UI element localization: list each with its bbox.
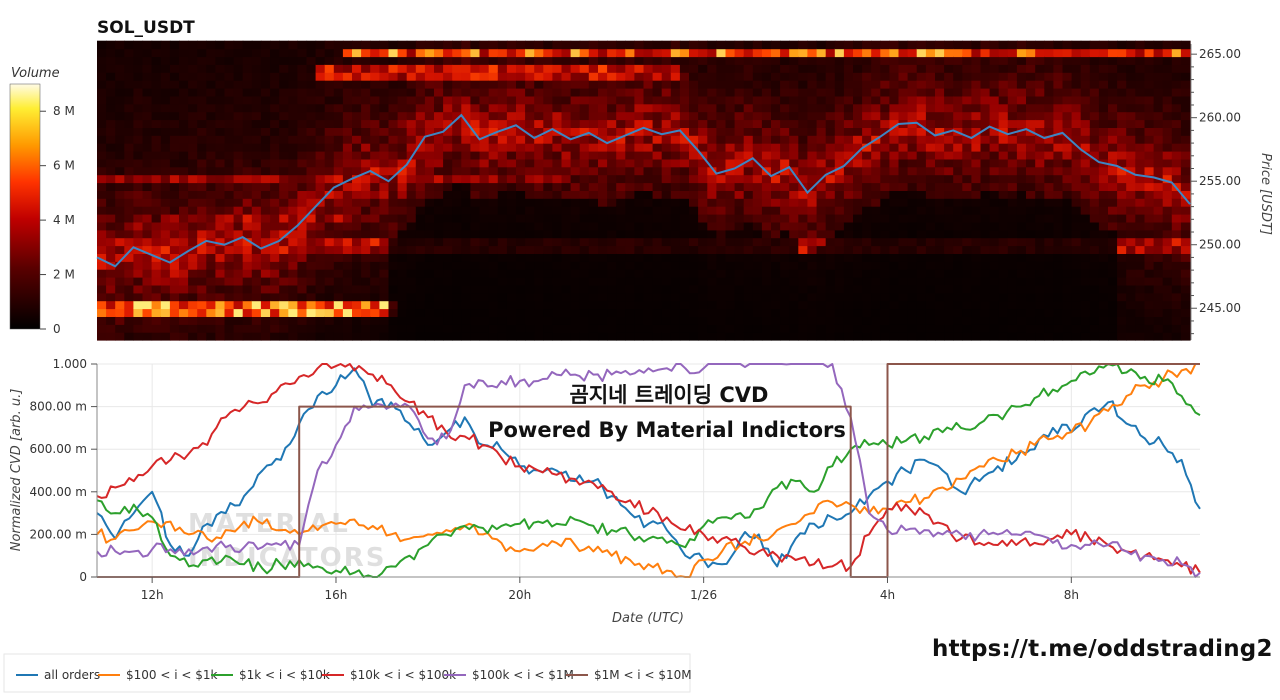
legend-label: $100 < i < $1k xyxy=(126,668,218,682)
cvd-y-tick-label: 400.00 m xyxy=(30,485,88,499)
cvd-y-tick-label: 0 xyxy=(79,570,87,584)
price-tick-label: 245.00 xyxy=(1199,301,1241,315)
cvd-line-all_orders xyxy=(96,367,1201,569)
cvd-x-tick-label: 20h xyxy=(508,588,531,602)
chart-title: SOL_USDT xyxy=(97,18,195,38)
legend-label: all orders xyxy=(44,668,100,682)
colorbar-ticks: 0 2 M 4 M 6 M 8 M xyxy=(40,104,75,336)
cvd-x-tick-label: 16h xyxy=(325,588,348,602)
cvd-series xyxy=(96,363,1201,578)
cvd-y-tick-label: 1.000 xyxy=(53,357,87,371)
cvd-y-tick-label: 800.00 m xyxy=(30,400,88,414)
cvd-y-tick-label: 200.00 m xyxy=(30,527,88,541)
colorbar-tick-label: 8 M xyxy=(53,104,75,118)
legend-label: $1M < i < $10M xyxy=(594,668,692,682)
watermark-text-2: INDICATORS xyxy=(188,543,386,573)
price-tick-label: 255.00 xyxy=(1199,174,1241,188)
cvd-y-tick-label: 600.00 m xyxy=(30,442,88,456)
cvd-axes: 0 200.00 m 400.00 m 600.00 m 800.00 m 1.000 12… xyxy=(30,357,1200,602)
legend-label: $100k < i < $1M xyxy=(472,668,574,682)
cvd-line-s1k_10k xyxy=(96,363,1201,578)
price-tick-label: 265.00 xyxy=(1199,47,1241,61)
price-axis-label: Price [USDT] xyxy=(1258,153,1273,235)
telegram-link[interactable]: https://t.me/oddstrading2 xyxy=(932,636,1273,662)
cvd-x-tick-label: 4h xyxy=(880,588,895,602)
colorbar-label: Volume xyxy=(11,66,60,81)
cvd-x-tick-label: 12h xyxy=(141,588,164,602)
colorbar xyxy=(9,83,41,330)
cvd-x-tick-label: 8h xyxy=(1064,588,1079,602)
cvd-line-s10k_100k xyxy=(96,363,1201,575)
price-tick-label: 260.00 xyxy=(1199,111,1241,125)
cvd-x-tick-label: 1/26 xyxy=(690,588,717,602)
cvd-line-s100_1k xyxy=(96,363,1200,578)
overlay-subtitle: Powered By Material Indictors xyxy=(488,418,846,442)
overlay-title: 곰지네 트레이딩 CVD xyxy=(570,383,769,407)
cvd-y-axis-label: Normalized CVD [arb. u.] xyxy=(9,389,24,552)
order-book-heatmap xyxy=(97,40,1191,341)
price-line xyxy=(96,113,1191,268)
legend-label: $10k < i < $100k xyxy=(350,668,456,682)
watermark-text-1: MATERIAL xyxy=(188,509,350,539)
colorbar-tick-label: 0 xyxy=(53,322,61,336)
colorbar-tick-label: 2 M xyxy=(53,268,75,282)
cvd-x-axis-label: Date (UTC) xyxy=(612,611,684,626)
colorbar-tick-label: 6 M xyxy=(53,159,75,173)
legend-label: $1k < i < $10k xyxy=(239,668,330,682)
colorbar-tick-label: 4 M xyxy=(53,213,75,227)
price-tick-label: 250.00 xyxy=(1199,238,1241,252)
price-axis: 245.00 250.00 255.00 260.00 265.00 xyxy=(1190,44,1241,340)
legend: all orders $100 < i < $1k $1k < i < $10k $1… xyxy=(3,653,692,693)
cvd-line-s100k_1m xyxy=(96,363,1201,578)
